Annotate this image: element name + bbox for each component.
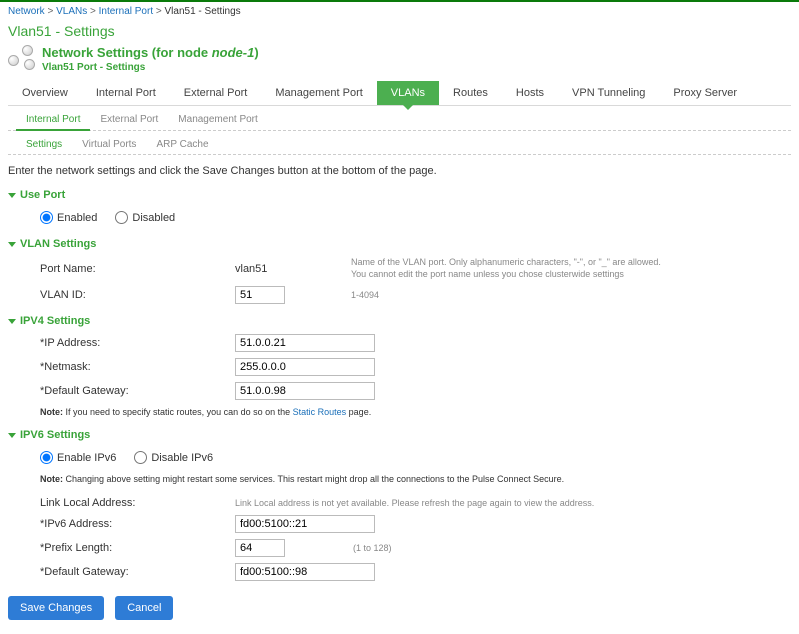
- cluster-icon: [8, 45, 36, 69]
- ipv6-gateway-label: *Default Gateway:: [40, 566, 235, 578]
- ipv6-disable-option[interactable]: Disable IPv6: [134, 451, 213, 464]
- ipv6-warning: Note: Changing above setting might resta…: [40, 470, 791, 488]
- section-ipv6-settings[interactable]: IPV6 Settings: [0, 423, 799, 443]
- crumb-vlans[interactable]: VLANs: [56, 6, 87, 17]
- subtab-internal-port[interactable]: Internal Port: [16, 110, 90, 131]
- breadcrumb: Network > VLANs > Internal Port > Vlan51…: [0, 2, 799, 21]
- crumb-internal-port[interactable]: Internal Port: [99, 6, 153, 17]
- section-vlan-settings[interactable]: VLAN Settings: [0, 232, 799, 252]
- ipv6-address-input[interactable]: [235, 515, 375, 533]
- portname-label: Port Name:: [40, 263, 235, 275]
- ipv6-linklocal-help: Link Local address is not yet available.…: [235, 498, 594, 510]
- page-title: Vlan51 - Settings: [0, 21, 799, 45]
- ipv6-enable-radio[interactable]: [40, 451, 53, 464]
- tab-vpn-tunneling[interactable]: VPN Tunneling: [558, 81, 659, 105]
- ipv6-prefix-label: *Prefix Length:: [40, 542, 235, 554]
- node-subtitle: Vlan51 Port - Settings: [42, 62, 259, 73]
- ipv4-ip-input[interactable]: [235, 334, 375, 352]
- subtab2-arp-cache[interactable]: ARP Cache: [146, 135, 218, 154]
- crumb-network[interactable]: Network: [8, 6, 45, 17]
- tab-hosts[interactable]: Hosts: [502, 81, 558, 105]
- ipv6-gateway-input[interactable]: [235, 563, 375, 581]
- save-button[interactable]: Save Changes: [8, 596, 104, 620]
- vlanid-help: 1-4094: [345, 290, 379, 302]
- tab-overview[interactable]: Overview: [8, 81, 82, 105]
- useport-enabled-radio[interactable]: [40, 211, 53, 224]
- useport-disabled-option[interactable]: Disabled: [115, 211, 175, 224]
- ipv6-linklocal-label: Link Local Address:: [40, 497, 235, 509]
- caret-icon: [8, 433, 16, 438]
- subtab2-virtual-ports[interactable]: Virtual Ports: [72, 135, 146, 154]
- tab-routes[interactable]: Routes: [439, 81, 502, 105]
- ipv6-address-label: *IPv6 Address:: [40, 518, 235, 530]
- caret-icon: [8, 242, 16, 247]
- crumb-current: Vlan51 - Settings: [165, 6, 241, 17]
- section-ipv4-settings[interactable]: IPV4 Settings: [0, 309, 799, 329]
- vlanid-input[interactable]: [235, 286, 285, 304]
- portname-value: vlan51: [235, 263, 267, 275]
- ipv4-gateway-input[interactable]: [235, 382, 375, 400]
- vlanid-label: VLAN ID:: [40, 289, 235, 301]
- intro-text: Enter the network settings and click the…: [0, 155, 799, 183]
- cancel-button[interactable]: Cancel: [115, 596, 173, 620]
- tab-vlans[interactable]: VLANs: [377, 81, 439, 105]
- subtab-external-port[interactable]: External Port: [90, 110, 168, 130]
- node-title: Network Settings (for node node-1): [42, 45, 259, 60]
- ipv6-disable-radio[interactable]: [134, 451, 147, 464]
- ipv6-enable-option[interactable]: Enable IPv6: [40, 451, 116, 464]
- caret-icon: [8, 319, 16, 324]
- tab-proxy-server[interactable]: Proxy Server: [659, 81, 751, 105]
- ipv6-prefix-input[interactable]: [235, 539, 285, 557]
- ipv4-ip-label: *IP Address:: [40, 337, 235, 349]
- useport-disabled-radio[interactable]: [115, 211, 128, 224]
- tab-internal-port[interactable]: Internal Port: [82, 81, 170, 105]
- portname-help: Name of the VLAN port. Only alphanumeric…: [345, 257, 661, 280]
- ipv4-netmask-label: *Netmask:: [40, 361, 235, 373]
- tab-external-port[interactable]: External Port: [170, 81, 262, 105]
- ipv4-note: Note: If you need to specify static rout…: [40, 403, 791, 421]
- ipv6-prefix-help: (1 to 128): [353, 543, 392, 553]
- tab-management-port[interactable]: Management Port: [261, 81, 376, 105]
- ipv4-gateway-label: *Default Gateway:: [40, 385, 235, 397]
- static-routes-link[interactable]: Static Routes: [293, 407, 347, 417]
- caret-icon: [8, 193, 16, 198]
- subtab2-settings[interactable]: Settings: [16, 135, 72, 154]
- useport-enabled-option[interactable]: Enabled: [40, 211, 97, 224]
- subtab-management-port[interactable]: Management Port: [168, 110, 268, 130]
- ipv4-netmask-input[interactable]: [235, 358, 375, 376]
- section-use-port[interactable]: Use Port: [0, 183, 799, 203]
